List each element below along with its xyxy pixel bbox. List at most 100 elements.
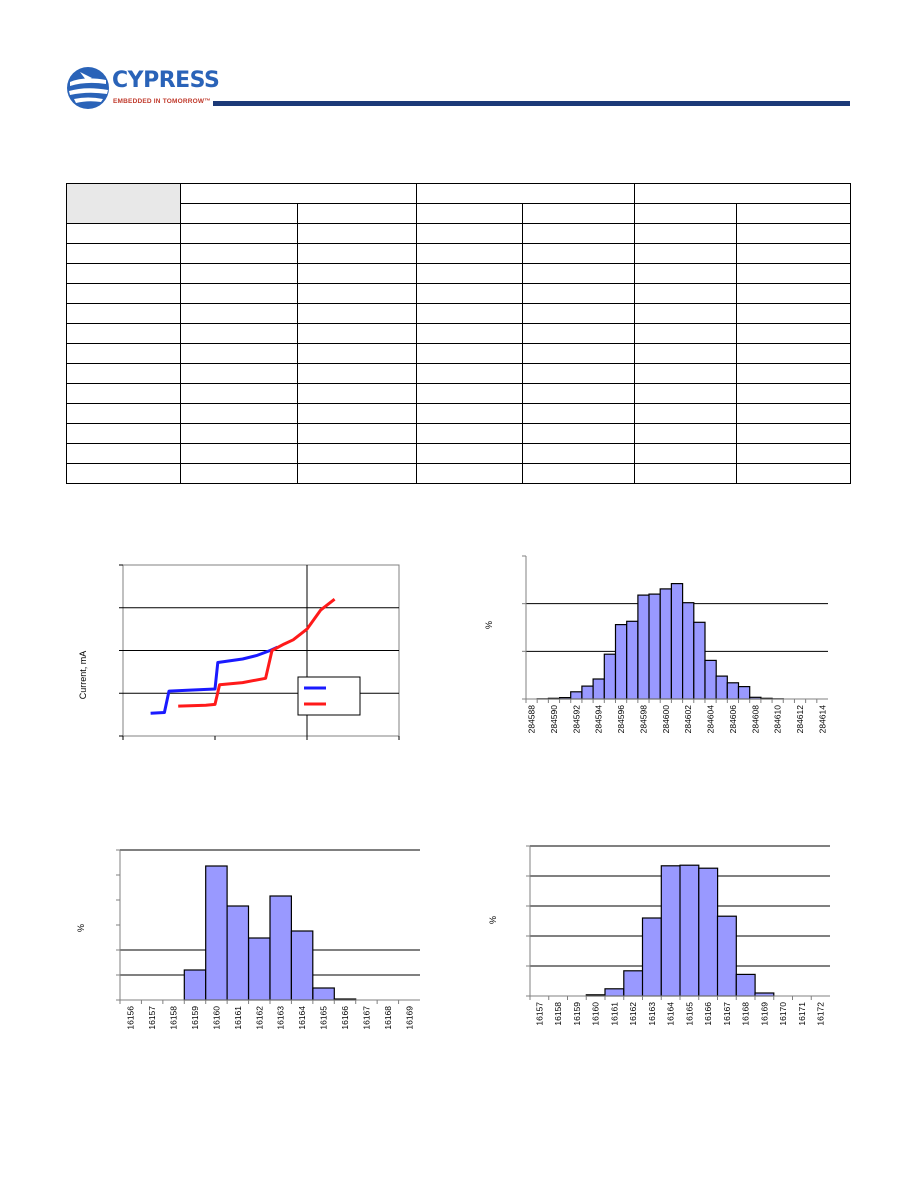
table-cell	[634, 223, 737, 244]
table-header-group	[634, 183, 851, 204]
table-cell	[297, 463, 417, 484]
table-cell	[66, 363, 181, 384]
table-cell	[736, 343, 851, 364]
histogram-bar	[698, 867, 719, 997]
table-cell	[66, 423, 181, 444]
x-tick-label: 16166	[703, 1002, 713, 1026]
table-cell	[736, 263, 851, 284]
histogram-bar	[641, 917, 662, 997]
histogram-bar	[248, 937, 271, 1001]
table-cell	[180, 383, 298, 404]
table-cell	[416, 263, 523, 284]
table-cell	[634, 363, 737, 384]
brand-tagline: EMBEDDED IN TOMORROW™	[113, 98, 211, 105]
x-tick-label: 284608	[750, 705, 760, 734]
x-tick-label: 16157	[147, 1006, 157, 1030]
histogram-bar	[614, 623, 628, 700]
table-row	[66, 283, 851, 304]
table-cell	[522, 323, 635, 344]
x-tick-label: 16159	[572, 1002, 582, 1026]
table-subheader-cell	[522, 203, 635, 224]
histogram-bar	[604, 988, 625, 997]
histogram-bar	[670, 582, 684, 700]
histogram-bottom-left: % 16156 16157 16158 16159 16160 16161 16162 161…	[70, 840, 420, 1050]
table-subheader-cell	[297, 203, 417, 224]
brand-name: CYPRESS	[112, 68, 220, 93]
histogram-bar	[659, 588, 672, 700]
table-cell	[66, 343, 181, 364]
histogram-top-right-ylabel: %	[484, 621, 494, 629]
x-tick-label: 16165	[319, 1006, 329, 1030]
logo-globe-icon	[67, 67, 109, 109]
table-cell	[297, 383, 417, 404]
histogram-bar	[693, 621, 706, 700]
table-row	[66, 343, 851, 364]
table-cell	[66, 243, 181, 264]
x-tick-label: 16160	[591, 1002, 601, 1026]
histogram-bar	[735, 973, 756, 997]
table-header-group	[416, 183, 635, 204]
cypress-logo: CYPRESS EMBEDDED IN TOMORROW™	[66, 66, 220, 112]
series-line-2	[178, 598, 336, 708]
x-tick-label: 16162	[628, 1002, 638, 1026]
table-cell	[634, 323, 737, 344]
table-cell	[66, 383, 181, 404]
table-cell	[180, 403, 298, 424]
x-tick-label: 16167	[361, 1006, 371, 1030]
x-tick-label: 16171	[797, 1002, 807, 1026]
table-cell	[522, 263, 635, 284]
table-cell	[634, 283, 737, 304]
table-cell	[416, 423, 523, 444]
table-cell	[736, 243, 851, 264]
histogram-bar	[592, 678, 605, 700]
table-cell	[297, 303, 417, 324]
table-row	[66, 443, 851, 464]
x-tick-label: 284598	[638, 705, 648, 734]
table-cell	[522, 223, 635, 244]
table-cell	[416, 403, 523, 424]
x-tick-label: 16163	[647, 1002, 657, 1026]
table-cell	[736, 423, 851, 444]
histogram-bar	[637, 594, 650, 700]
histogram-bar	[737, 686, 751, 700]
x-tick-label: 16172	[816, 1002, 826, 1026]
histogram-top-right-svg: % 284588 284590 284592 284594 284596 284598 28…	[484, 555, 828, 734]
histogram-bar	[312, 987, 335, 1001]
table-cell	[736, 303, 851, 324]
table-cell	[66, 323, 181, 344]
table-cell	[736, 323, 851, 344]
table-header-cell	[66, 183, 181, 224]
histogram-bottom-left-svg: % 16156 16157 16158 16159 16160 16161 16162 161…	[76, 849, 420, 1030]
x-tick-label: 284610	[773, 705, 783, 734]
table-subheader-row	[67, 203, 851, 224]
x-tick-label: 16163	[276, 1006, 286, 1030]
table-row	[66, 243, 851, 264]
table-body	[66, 223, 851, 484]
table-row	[66, 383, 851, 404]
table-cell	[416, 283, 523, 304]
table-cell	[297, 423, 417, 444]
table-cell	[736, 363, 851, 384]
histogram-bar	[269, 895, 292, 1001]
table-cell	[522, 243, 635, 264]
table-cell	[522, 423, 635, 444]
table-cell	[522, 463, 635, 484]
table-cell	[634, 383, 737, 404]
table-cell	[180, 343, 298, 364]
table-cell	[736, 383, 851, 404]
table-cell	[634, 403, 737, 424]
table-cell	[180, 223, 298, 244]
x-tick-label: 284604	[706, 705, 716, 734]
table-cell	[297, 323, 417, 344]
table-cell	[180, 263, 298, 284]
table-cell	[297, 263, 417, 284]
histogram-bar	[679, 864, 700, 997]
legend-box	[297, 676, 361, 716]
table-cell	[180, 363, 298, 384]
table-cell	[416, 363, 523, 384]
histogram-bar	[715, 675, 728, 700]
table-cell	[66, 223, 181, 244]
x-tick-label: 16167	[722, 1002, 732, 1026]
current-chart: Current, mA	[70, 555, 410, 755]
x-tick-label: 16162	[254, 1006, 264, 1030]
